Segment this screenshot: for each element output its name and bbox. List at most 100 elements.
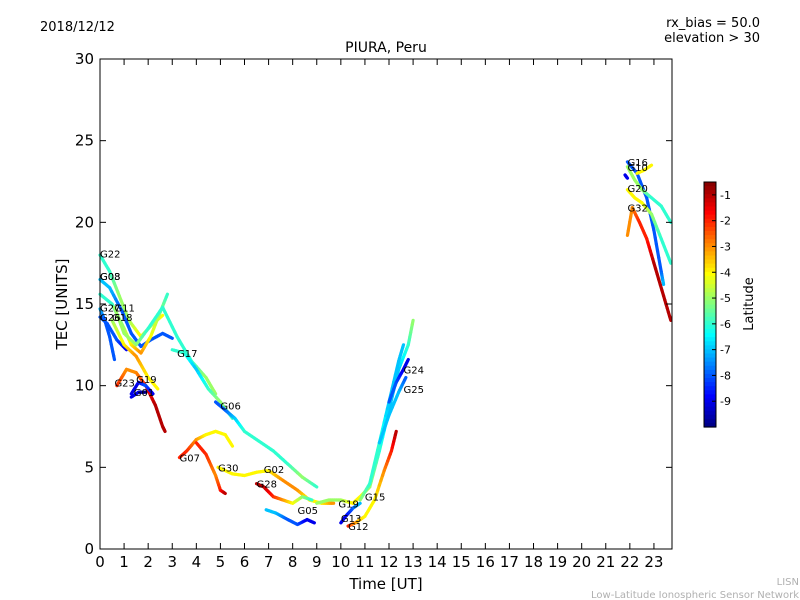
x-tick-label: 20 bbox=[572, 553, 591, 571]
colorbar-frame bbox=[703, 181, 717, 428]
x-tick-label: 16 bbox=[476, 553, 495, 571]
colorbar-band bbox=[704, 316, 716, 322]
colorbar-band bbox=[704, 320, 716, 326]
colorbar-band bbox=[704, 345, 716, 351]
colorbar-band bbox=[704, 214, 716, 220]
x-tick-label: 3 bbox=[167, 553, 177, 571]
satellite-label-g23: G23 bbox=[114, 378, 134, 389]
colorbar-band bbox=[704, 418, 716, 424]
colorbar-band bbox=[704, 373, 716, 379]
colorbar-band bbox=[704, 292, 716, 297]
colorbar-band bbox=[704, 186, 716, 191]
x-tick-label: 0 bbox=[95, 553, 105, 571]
colorbar-band bbox=[704, 406, 716, 412]
track-unlabeled bbox=[623, 173, 630, 180]
x-axis-label: Time [UT] bbox=[348, 575, 422, 593]
y-tick-label: 30 bbox=[75, 50, 94, 68]
track-g19 bbox=[129, 380, 155, 396]
track-g05 bbox=[264, 508, 316, 527]
colorbar-band bbox=[704, 304, 716, 310]
satellite-label-g12: G12 bbox=[348, 522, 368, 533]
colorbar-band bbox=[704, 337, 716, 342]
x-tick-label: 13 bbox=[404, 553, 423, 571]
colorbar-tick-label: -5 bbox=[720, 292, 731, 305]
satellite-label-g08: G08 bbox=[100, 272, 120, 283]
satellite-label-g01: G01 bbox=[134, 388, 154, 399]
satellite-label-g22: G22 bbox=[100, 249, 120, 260]
colorbar-band bbox=[704, 386, 716, 391]
x-tick-label: 6 bbox=[240, 553, 250, 571]
plot-frame bbox=[99, 58, 673, 550]
colorbar-tick-label: -3 bbox=[720, 240, 731, 253]
x-tick-label: 23 bbox=[644, 553, 663, 571]
track-unlabeled bbox=[635, 163, 654, 175]
track-segment bbox=[357, 501, 362, 506]
elevation-label: elevation > 30 bbox=[664, 31, 760, 46]
date-label: 2018/12/12 bbox=[40, 20, 115, 35]
track-g19 bbox=[315, 318, 415, 505]
satellite-label-g16: G16 bbox=[627, 158, 647, 169]
colorbar-band bbox=[704, 390, 716, 395]
x-tick-label: 18 bbox=[524, 553, 543, 571]
satellite-label-g19: G19 bbox=[136, 375, 156, 386]
y-tick-label: 25 bbox=[75, 132, 94, 150]
colorbar-band bbox=[704, 382, 716, 387]
satellite-label-g19: G19 bbox=[338, 499, 358, 510]
satellite-label-g18: G18 bbox=[112, 313, 132, 324]
colorbar-band bbox=[704, 267, 716, 273]
colorbar-tick-label: -4 bbox=[720, 266, 731, 279]
colorbar-band bbox=[704, 198, 716, 204]
colorbar-band bbox=[704, 210, 716, 216]
satellite-label-g05: G05 bbox=[297, 506, 317, 517]
colorbar-band bbox=[704, 410, 716, 416]
colorbar-band bbox=[704, 275, 716, 281]
x-tick-label: 7 bbox=[264, 553, 274, 571]
colorbar-band bbox=[704, 308, 716, 314]
colorbar-band bbox=[704, 288, 716, 293]
satellite-label-g06: G06 bbox=[220, 401, 240, 412]
track-segment bbox=[229, 442, 235, 448]
colorbar-tick-label: -1 bbox=[720, 189, 731, 202]
track-segment bbox=[212, 389, 218, 396]
track-g24 bbox=[387, 357, 410, 404]
colorbar-band bbox=[704, 263, 716, 269]
colorbar-band bbox=[704, 284, 716, 289]
colorbar-band bbox=[704, 194, 716, 199]
footer-network: Low-Latitude Ionospheric Sensor Network bbox=[591, 590, 799, 600]
satellite-label-g10: G10 bbox=[627, 163, 647, 174]
y-tick-label: 0 bbox=[84, 540, 94, 558]
colorbar-tick-label: -2 bbox=[720, 215, 731, 228]
track-g11 bbox=[112, 305, 218, 396]
colorbar-band bbox=[704, 206, 716, 212]
colorbar-band bbox=[704, 357, 716, 363]
colorbar-band bbox=[704, 202, 716, 208]
colorbar-band bbox=[704, 235, 716, 240]
x-tick-label: 5 bbox=[216, 553, 226, 571]
x-tick-label: 19 bbox=[548, 553, 567, 571]
rx-bias-label: rx_bias = 50.0 bbox=[666, 16, 760, 31]
latitude-colorbar: -1 -2 -3 -4 -5 -6 -7 -8 -9 bbox=[703, 181, 731, 428]
track-segment bbox=[393, 429, 398, 437]
track-g01 bbox=[129, 390, 148, 399]
y-tick-label: 20 bbox=[75, 213, 94, 231]
satellite-label-g13: G13 bbox=[341, 514, 361, 525]
track-segment bbox=[410, 318, 415, 327]
x-tick-label: 2 bbox=[143, 553, 153, 571]
track-segment bbox=[405, 357, 410, 363]
colorbar-band bbox=[704, 226, 716, 232]
satellite-label-g25: G25 bbox=[403, 385, 423, 396]
satellite-label-g17: G17 bbox=[177, 349, 197, 360]
track-g20 bbox=[625, 188, 673, 265]
colorbar-band bbox=[704, 280, 716, 285]
colorbar-band bbox=[704, 222, 716, 228]
colorbar-band bbox=[704, 243, 716, 248]
colorbar-tick-label: -8 bbox=[720, 369, 731, 382]
track-segment bbox=[112, 354, 117, 362]
y-tick-label: 10 bbox=[75, 377, 94, 395]
y-axis-label: TEC [UNITS] bbox=[53, 259, 71, 351]
x-tick-label: 14 bbox=[428, 553, 447, 571]
track-segment bbox=[312, 483, 319, 489]
x-tick-label: 11 bbox=[355, 553, 374, 571]
